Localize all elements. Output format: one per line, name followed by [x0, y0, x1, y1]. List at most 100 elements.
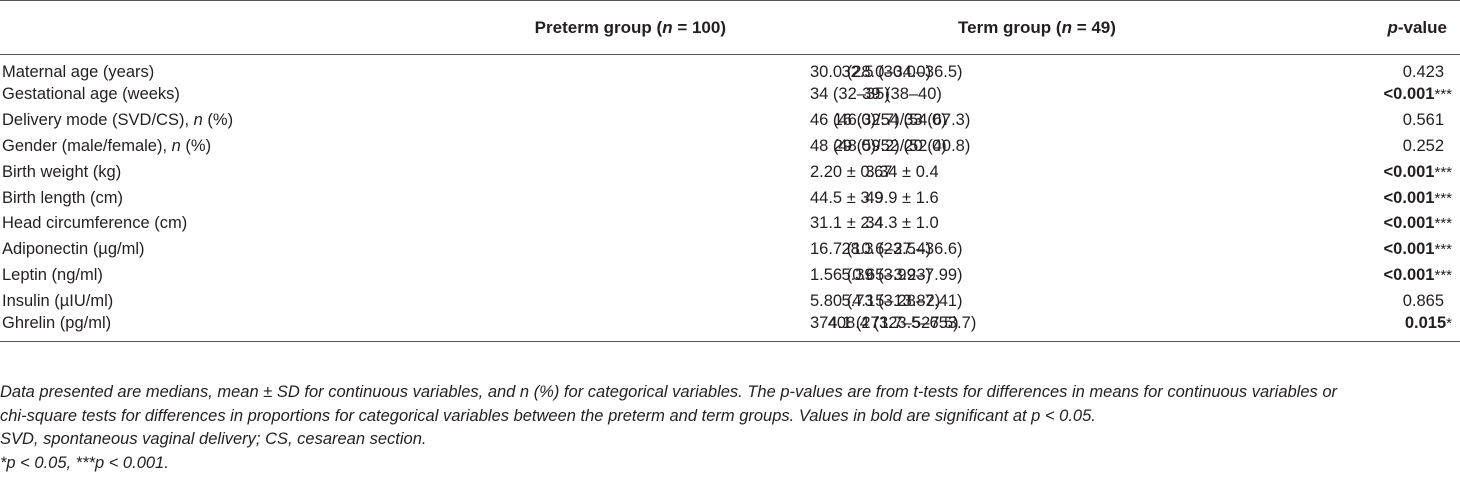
variable-label-tail: (%) — [180, 136, 212, 155]
table-row: Insulin (µIU/ml) 5.80 (4.15–13.82) 5.73 (3… — [0, 288, 1460, 314]
variable-label: Head circumference (cm) — [2, 214, 188, 233]
p-value-number: <0.001 — [1383, 85, 1435, 104]
table-row: Gestational age (weeks) 34 (32–35) 39 (38–… — [0, 82, 1460, 108]
significance-stars: *** — [1434, 189, 1452, 207]
p-value-number: <0.001 — [1383, 162, 1435, 181]
row-term-value: 5.73 (3.28–7.41) — [841, 291, 963, 310]
table-header: Preterm group (n = 100) Term group (n = … — [0, 0, 1460, 55]
significance-stars: *** — [1434, 86, 1452, 104]
row-variable-name: Gender (male/female), n (%) — [0, 134, 492, 160]
table-row: Maternal age (years) 30.0 (28.0–34.0) 32.5… — [0, 55, 1460, 83]
footnote-line-3: SVD, spontaneous vaginal delivery; CS, c… — [0, 430, 427, 448]
row-preterm-value: 5.80 (4.15–13.82) — [810, 291, 941, 310]
p-value-number: <0.001 — [1383, 188, 1435, 207]
table-body: Maternal age (years) 30.0 (28.0–34.0) 32.5… — [0, 55, 1460, 343]
row-preterm-value: 30.0 (28.0–34.0) — [810, 63, 932, 81]
significance-stars: * — [1446, 315, 1452, 333]
p-value-number: 0.252 — [1402, 136, 1444, 155]
row-p-value: <0.001*** — [1252, 237, 1460, 263]
variable-label: Gestational age (weeks) — [2, 85, 180, 104]
table-row: Head circumference (cm) 31.1 ± 2.4 34.3 ± … — [0, 211, 1460, 237]
row-variable-name: Birth weight (kg) — [0, 159, 492, 185]
variable-label-italic: n — [171, 136, 181, 155]
row-preterm-value: 46 (46.0)/54 (54.0) — [810, 111, 947, 130]
p-value-number: 0.015 — [1404, 314, 1447, 333]
p-value-number: <0.001 — [1383, 240, 1435, 259]
significance-stars: *** — [1434, 266, 1452, 284]
row-term-value: 5.39 (3.99–7.99) — [841, 265, 963, 284]
row-p-value: 0.252 — [1252, 134, 1460, 160]
variable-label: Delivery mode (SVD/CS), — [2, 111, 194, 130]
table-row: Delivery mode (SVD/CS), n (%) 46 (46.0)/5… — [0, 108, 1460, 134]
significance-stars: *** — [1434, 241, 1452, 259]
header-preterm-n: n — [662, 17, 673, 37]
row-preterm-value: 1.56 (0.65–3.23) — [810, 265, 932, 284]
row-variable-name: Insulin (µIU/ml) — [0, 288, 492, 314]
variable-label: Leptin (ng/ml) — [2, 265, 103, 284]
row-variable-name: Gestational age (weeks) — [0, 82, 492, 108]
row-variable-name: Birth length (cm) — [0, 185, 492, 211]
row-term-value: 49.9 ± 1.6 — [865, 188, 939, 207]
row-p-value: 0.423 — [1252, 55, 1460, 83]
data-table-container: Preterm group (n = 100) Term group (n = … — [0, 0, 1460, 343]
header-variable — [0, 0, 492, 55]
row-p-value: 0.561 — [1252, 108, 1460, 134]
header-preterm-suffix: = 100) — [672, 17, 726, 37]
table-row: Gender (male/female), n (%) 48 (48.0)/52 … — [0, 134, 1460, 160]
row-preterm-value: 44.5 ± 3.9 — [810, 188, 884, 207]
row-term-value: 3.34 ± 0.4 — [865, 162, 939, 181]
p-value-number: <0.001 — [1383, 265, 1435, 284]
row-preterm-value: 34 (32–35) — [810, 85, 890, 104]
row-term-value: 16 (32.7)/33 (67.3) — [833, 111, 971, 130]
significance-stars: *** — [1434, 163, 1452, 181]
row-variable-name: Delivery mode (SVD/CS), n (%) — [0, 108, 492, 134]
row-variable-name: Leptin (ng/ml) — [0, 263, 492, 289]
row-preterm-value: 31.1 ± 2.4 — [810, 214, 884, 233]
row-variable-name: Head circumference (cm) — [0, 211, 492, 237]
footnote-line-2: chi-square tests for differences in prop… — [0, 406, 1096, 425]
row-p-value: 0.865 — [1252, 288, 1460, 314]
variable-label-tail: (%) — [202, 111, 234, 130]
header-term-suffix: = 49) — [1071, 17, 1116, 37]
variable-label: Birth weight (kg) — [2, 162, 122, 181]
row-term-value: 34.3 ± 1.0 — [865, 214, 939, 233]
header-term-prefix: Term group ( — [958, 17, 1062, 37]
row-term-value: 32.5 (30.0–36.5) — [841, 63, 963, 81]
header-preterm-group: Preterm group (n = 100) — [492, 0, 792, 55]
table-row: Adiponectin (µg/ml) 16.7 (10.6–27.4) 28.3 … — [0, 237, 1460, 263]
row-term-value: 39 (38–40) — [862, 85, 942, 104]
table-footnotes: Data presented are medians, mean ± SD fo… — [0, 381, 1460, 475]
row-p-value: <0.001*** — [1252, 185, 1460, 211]
row-p-value: <0.001*** — [1252, 82, 1460, 108]
header-p-italic: p — [1387, 17, 1398, 37]
row-term-value: 408.4 (323.5–653.7) — [792, 314, 1252, 343]
table-row: Birth length (cm) 44.5 ± 3.9 49.9 ± 1.6 <0.… — [0, 185, 1460, 211]
header-term-n: n — [1061, 17, 1072, 37]
table-row: Ghrelin (pg/ml) 374.1 (271.7–527.5) 408.4 … — [0, 314, 1460, 343]
row-variable-name: Maternal age (years) — [0, 55, 492, 83]
row-p-value: <0.001*** — [1252, 159, 1460, 185]
row-p-value: 0.015* — [1252, 314, 1460, 343]
row-p-value: <0.001*** — [1252, 263, 1460, 289]
header-term-group: Term group (n = 49) — [792, 0, 1252, 55]
variable-label: Ghrelin (pg/ml) — [2, 314, 112, 333]
variable-label: Gender (male/female), — [2, 136, 172, 155]
row-preterm-value: 48 (48.0)/52 (52.0) — [810, 136, 947, 155]
variable-label: Birth length (cm) — [2, 188, 124, 207]
table-row: Birth weight (kg) 2.20 ± 0.67 3.34 ± 0.4 <0… — [0, 159, 1460, 185]
variable-label: Maternal age (years) — [2, 63, 155, 81]
p-value-number: 0.423 — [1402, 63, 1444, 81]
footnote-line-1: Data presented are medians, mean ± SD fo… — [0, 383, 1338, 401]
row-preterm-value: 374.1 (271.7–527.5) — [492, 314, 959, 343]
table-row: Leptin (ng/ml) 1.56 (0.65–3.23) 5.39 (3.99… — [0, 263, 1460, 289]
row-term-value: 28.3 (23.5–36.6) — [841, 240, 963, 259]
header-p-value: p-value — [1252, 0, 1460, 55]
p-value-number: 0.865 — [1402, 291, 1444, 310]
significance-stars: *** — [1434, 215, 1452, 233]
row-preterm-value: 2.20 ± 0.67 — [810, 162, 893, 181]
footnote-line-4: *p < 0.05, ***p < 0.001. — [0, 453, 169, 472]
variable-label: Adiponectin (µg/ml) — [2, 240, 145, 259]
row-variable-name: Adiponectin (µg/ml) — [0, 237, 492, 263]
header-p-suffix: -value — [1397, 17, 1447, 37]
row-variable-name: Ghrelin (pg/ml) — [0, 314, 492, 343]
